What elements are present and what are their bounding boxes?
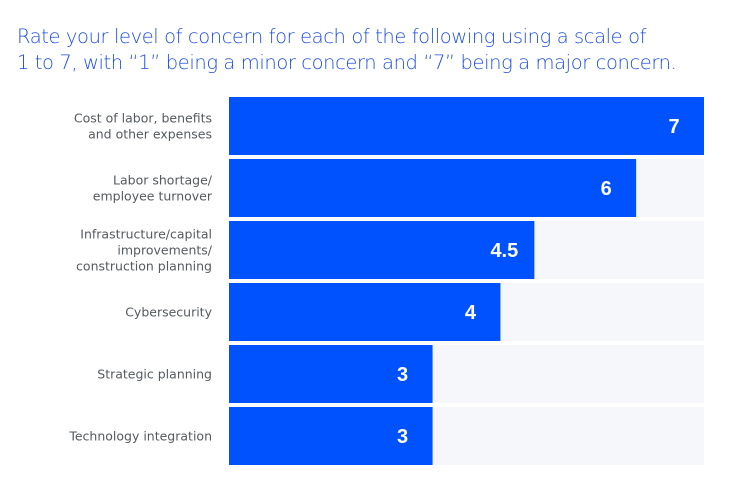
bar bbox=[229, 283, 501, 341]
bar-row: 3 Strategic planning bbox=[97, 345, 704, 403]
category-label: construction planning bbox=[76, 259, 212, 274]
bar bbox=[229, 407, 433, 465]
bar bbox=[229, 221, 535, 279]
category-label: Labor shortage/ bbox=[113, 173, 213, 188]
chart-title-line-1: Rate your level of concern for each of t… bbox=[17, 25, 647, 48]
bar-row: 6 Labor shortage/employee turnover bbox=[93, 159, 704, 217]
data-label: 6 bbox=[601, 178, 612, 200]
data-label: 7 bbox=[668, 116, 679, 138]
bar-row: 4.5 Infrastructure/capitalimprovements/co… bbox=[76, 221, 704, 279]
category-label: Strategic planning bbox=[97, 367, 212, 382]
category-label: Cost of labor, benefits bbox=[74, 111, 212, 126]
category-label: Infrastructure/capital bbox=[80, 227, 212, 242]
data-label: 4.5 bbox=[490, 240, 518, 262]
bar-row: 4 Cybersecurity bbox=[125, 283, 704, 341]
category-label: improvements/ bbox=[117, 243, 212, 258]
bar bbox=[229, 97, 704, 155]
category-label: Technology integration bbox=[68, 429, 212, 444]
category-label: Cybersecurity bbox=[125, 305, 212, 320]
bar-row: 3 Technology integration bbox=[68, 407, 704, 465]
category-label: employee turnover bbox=[93, 189, 213, 204]
bar bbox=[229, 159, 637, 217]
chart-title: Rate your level of concern for each of t… bbox=[17, 24, 717, 76]
data-label: 4 bbox=[465, 302, 477, 324]
bar bbox=[229, 345, 433, 403]
data-label: 3 bbox=[397, 364, 408, 386]
category-label: and other expenses bbox=[88, 127, 212, 142]
data-label: 3 bbox=[397, 426, 408, 448]
chart-title-line-2: 1 to 7, with “1” being a minor concern a… bbox=[17, 51, 677, 74]
